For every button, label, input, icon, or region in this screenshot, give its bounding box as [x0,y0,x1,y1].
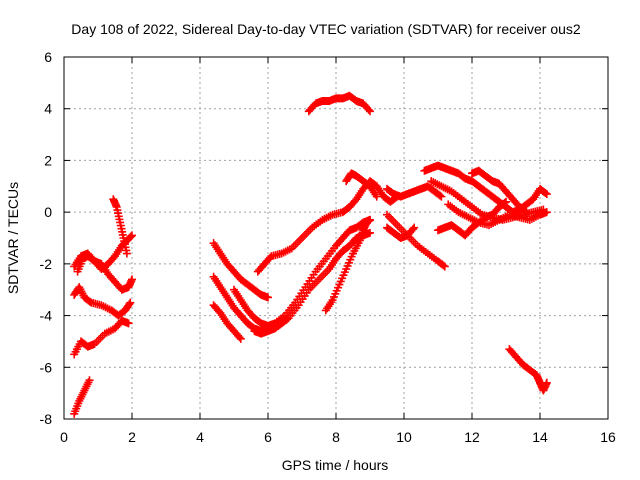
data-point [437,192,446,201]
data-point [436,191,445,200]
data-point [439,261,448,270]
x-tick-label: 2 [128,429,136,445]
x-tick-label: 14 [532,429,548,445]
data-point [522,208,531,217]
data-point [125,300,134,309]
x-tick-label: 12 [464,429,480,445]
x-axis-label: GPS time / hours [282,457,389,473]
data-point [366,228,374,237]
y-tick-label: 4 [44,101,52,117]
y-tick-label: 2 [44,152,52,168]
y-tick-label: -2 [40,256,53,272]
y-tick-label: -8 [40,411,53,427]
y-tick-label: -4 [40,308,53,324]
data-point [128,231,136,240]
data-point [366,215,374,224]
data-point [236,334,245,343]
data-point [128,275,136,284]
data-point [500,198,509,207]
data-point [542,378,551,387]
x-tick-label: 10 [396,429,412,445]
data-point [85,376,94,385]
y-axis-label: SDTVAR / TECUs [5,182,21,294]
data-point [284,314,293,323]
x-tick-labels: 0 2 4 6 8 10 12 14 16 [60,429,616,445]
data-points [70,91,551,418]
chart-title: Day 108 of 2022, Sidereal Day-to-day VTE… [71,21,581,37]
x-tick-label: 6 [264,429,272,445]
data-point [440,262,449,271]
data-point [502,197,510,206]
data-point [235,333,244,342]
y-tick-label: 0 [44,204,52,220]
data-point [364,105,373,114]
plot-frame [63,56,609,420]
data-point [372,192,381,201]
x-tick-label: 0 [60,429,68,445]
data-point [126,298,135,307]
data-point [541,189,550,198]
data-point [126,232,135,241]
y-tick-label: -6 [40,359,53,375]
data-point [410,223,419,232]
data-point [542,208,551,217]
x-tick-label: 8 [332,429,340,445]
y-tick-label: 6 [44,49,52,65]
data-point [124,319,133,328]
x-tick-label: 16 [600,429,616,445]
data-point [122,249,131,258]
data-point [264,293,272,302]
x-tick-label: 4 [196,429,204,445]
data-point [408,225,417,234]
y-tick-labels: -8 -6 -4 -2 0 2 4 6 [40,49,53,427]
data-point [521,207,530,216]
data-point [366,107,374,116]
data-point [542,190,551,199]
data-point [283,315,292,324]
